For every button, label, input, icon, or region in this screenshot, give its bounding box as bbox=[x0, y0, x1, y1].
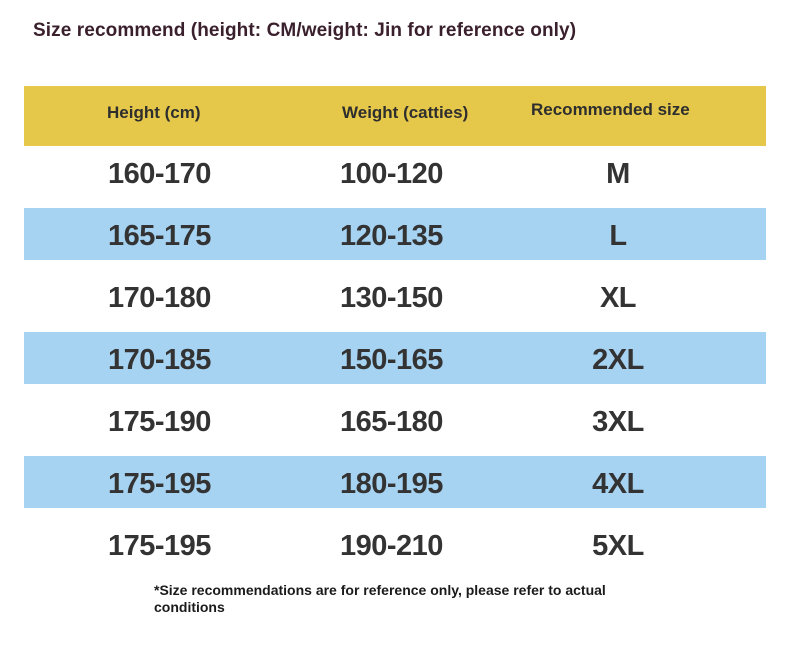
size-chart-table: Height (cm) Weight (catties) Recommended… bbox=[24, 86, 766, 580]
page-title: Size recommend (height: CM/weight: Jin f… bbox=[33, 20, 577, 41]
cell-size: 2XL bbox=[592, 344, 644, 376]
header-recommended-size: Recommended size bbox=[531, 100, 690, 119]
cell-height: 170-180 bbox=[108, 282, 211, 314]
footnote: *Size recommendations are for reference … bbox=[154, 582, 606, 615]
cell-height: 175-195 bbox=[108, 530, 211, 562]
cell-weight: 150-165 bbox=[340, 344, 443, 376]
header-weight: Weight (catties) bbox=[342, 103, 469, 122]
header-height: Height (cm) bbox=[107, 103, 201, 122]
table-row: 175-190 165-180 3XL bbox=[24, 394, 766, 456]
cell-weight: 165-180 bbox=[340, 406, 443, 438]
table-header-row: Height (cm) Weight (catties) Recommended… bbox=[24, 86, 766, 146]
cell-height: 170-185 bbox=[108, 344, 211, 376]
cell-weight: 130-150 bbox=[340, 282, 443, 314]
table-row: 160-170 100-120 M bbox=[24, 146, 766, 208]
cell-height: 175-195 bbox=[108, 468, 211, 500]
table-row: 175-195 180-195 4XL bbox=[24, 456, 766, 518]
table-row: 170-185 150-165 2XL bbox=[24, 332, 766, 394]
cell-height: 160-170 bbox=[108, 158, 211, 190]
cell-height: 175-190 bbox=[108, 406, 211, 438]
cell-height: 165-175 bbox=[108, 220, 211, 252]
table-row: 170-180 130-150 XL bbox=[24, 270, 766, 332]
cell-size: XL bbox=[599, 282, 637, 314]
row-stripe bbox=[24, 332, 766, 384]
cell-weight: 100-120 bbox=[340, 158, 443, 190]
row-stripe bbox=[24, 456, 766, 508]
table-row: 175-195 190-210 5XL bbox=[24, 518, 766, 580]
cell-size: M bbox=[606, 158, 630, 190]
cell-size: 3XL bbox=[592, 406, 644, 438]
row-stripe bbox=[24, 208, 766, 260]
cell-weight: 120-135 bbox=[340, 220, 443, 252]
cell-size: 5XL bbox=[592, 530, 644, 562]
cell-weight: 180-195 bbox=[340, 468, 443, 500]
cell-size: L bbox=[609, 220, 627, 252]
table-row: 165-175 120-135 L bbox=[24, 208, 766, 270]
cell-weight: 190-210 bbox=[340, 530, 443, 562]
cell-size: 4XL bbox=[592, 468, 644, 500]
